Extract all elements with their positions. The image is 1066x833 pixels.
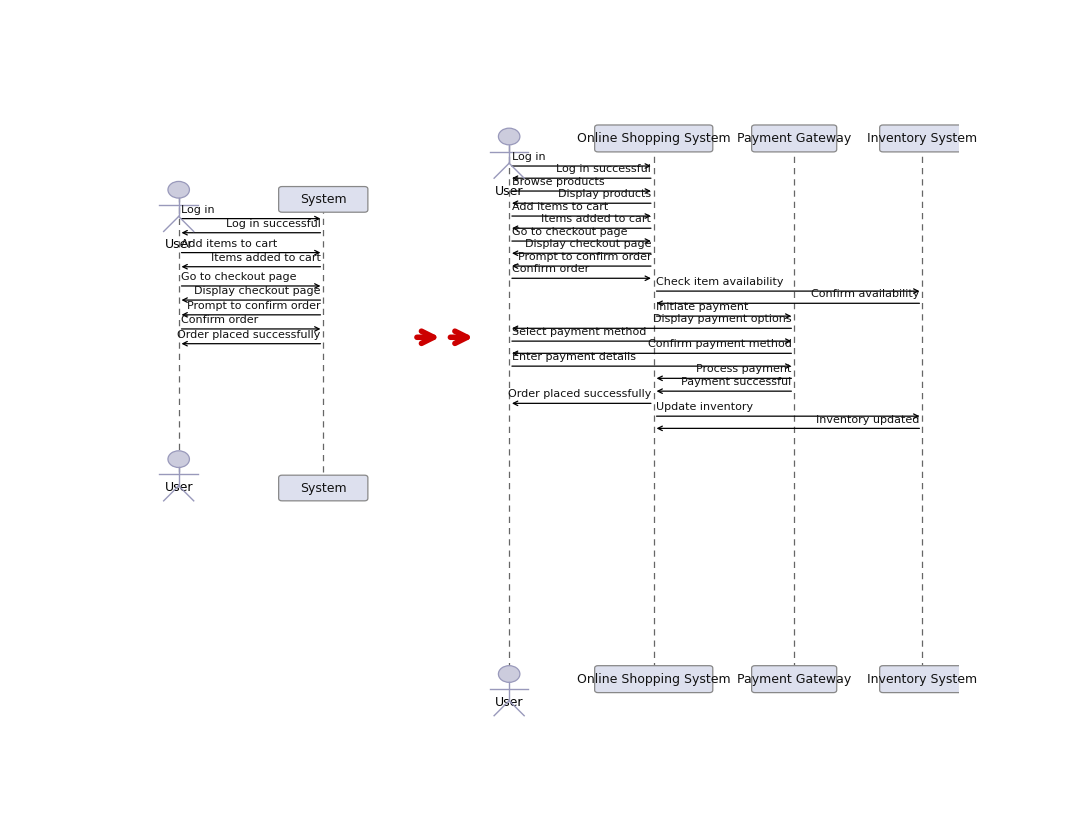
Circle shape <box>499 128 520 145</box>
Text: Payment successful: Payment successful <box>681 377 792 387</box>
FancyBboxPatch shape <box>752 125 837 152</box>
Text: Log in: Log in <box>512 152 545 162</box>
Text: Select payment method: Select payment method <box>512 327 646 337</box>
Text: Confirm order: Confirm order <box>512 264 588 274</box>
Circle shape <box>168 182 190 198</box>
Text: Items added to cart: Items added to cart <box>542 214 651 224</box>
Circle shape <box>499 666 520 682</box>
Text: Inventory System: Inventory System <box>867 673 978 686</box>
FancyBboxPatch shape <box>278 475 368 501</box>
FancyBboxPatch shape <box>879 666 965 692</box>
Text: Log in: Log in <box>181 205 214 215</box>
Text: Confirm availability: Confirm availability <box>811 289 920 299</box>
Text: Payment Gateway: Payment Gateway <box>737 132 852 145</box>
Text: Prompt to confirm order: Prompt to confirm order <box>518 252 651 262</box>
Text: Order placed successfully: Order placed successfully <box>177 330 321 340</box>
Text: User: User <box>495 696 523 710</box>
Text: Enter payment details: Enter payment details <box>512 352 635 362</box>
FancyBboxPatch shape <box>595 125 713 152</box>
Text: Browse products: Browse products <box>512 177 604 187</box>
Text: Display products: Display products <box>559 189 651 199</box>
Text: System: System <box>300 481 346 495</box>
Text: Go to checkout page: Go to checkout page <box>512 227 627 237</box>
Text: Update inventory: Update inventory <box>657 402 754 412</box>
Text: System: System <box>300 193 346 206</box>
Text: Confirm order: Confirm order <box>181 315 258 325</box>
Text: Add items to cart: Add items to cart <box>181 239 277 249</box>
Text: Go to checkout page: Go to checkout page <box>181 272 296 282</box>
Text: User: User <box>495 185 523 197</box>
Text: Online Shopping System: Online Shopping System <box>577 132 730 145</box>
Text: Display checkout page: Display checkout page <box>194 287 321 297</box>
Text: Prompt to confirm order: Prompt to confirm order <box>188 301 321 311</box>
Text: Online Shopping System: Online Shopping System <box>577 673 730 686</box>
FancyBboxPatch shape <box>595 666 713 692</box>
Text: Inventory System: Inventory System <box>867 132 978 145</box>
Text: Order placed successfully: Order placed successfully <box>507 390 651 400</box>
Text: Add items to cart: Add items to cart <box>512 202 608 212</box>
Text: User: User <box>164 481 193 495</box>
Text: Display checkout page: Display checkout page <box>524 239 651 249</box>
Text: Process payment: Process payment <box>696 365 792 375</box>
Text: Items added to cart: Items added to cart <box>211 253 321 263</box>
Text: Log in successful: Log in successful <box>226 219 321 229</box>
Text: Log in successful: Log in successful <box>556 164 651 174</box>
Text: Display payment options: Display payment options <box>653 314 792 325</box>
Text: Confirm payment method: Confirm payment method <box>648 340 792 350</box>
Text: Check item availability: Check item availability <box>657 277 784 287</box>
FancyBboxPatch shape <box>752 666 837 692</box>
Text: Inventory updated: Inventory updated <box>817 415 920 425</box>
FancyBboxPatch shape <box>879 125 965 152</box>
Text: Payment Gateway: Payment Gateway <box>737 673 852 686</box>
Text: User: User <box>164 238 193 251</box>
FancyBboxPatch shape <box>278 187 368 212</box>
Circle shape <box>168 451 190 467</box>
Text: Initiate payment: Initiate payment <box>657 302 748 312</box>
